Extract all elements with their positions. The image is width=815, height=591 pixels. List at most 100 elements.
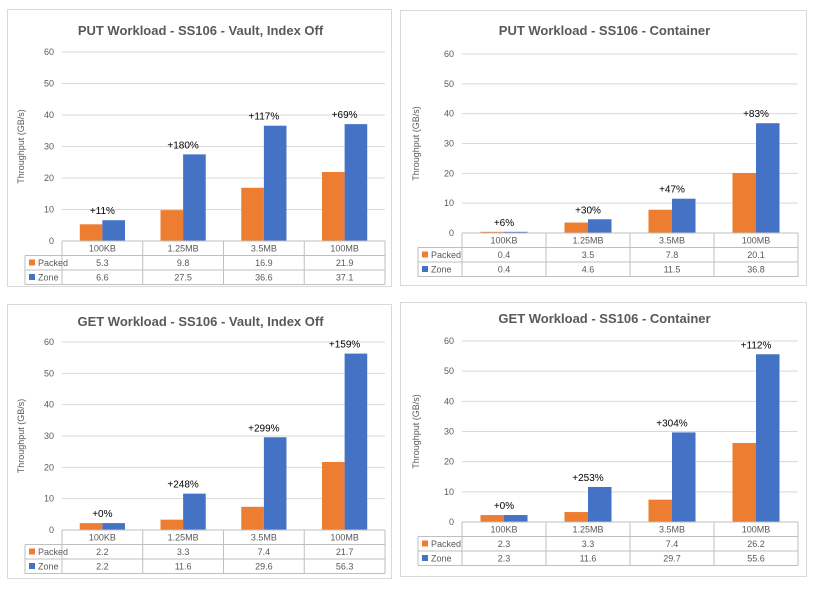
bar-zone xyxy=(672,198,696,233)
table-cell: 55.6 xyxy=(747,554,765,564)
pct-annotation: +248% xyxy=(167,480,199,491)
table-cell: 11.6 xyxy=(580,554,597,564)
table-cell: 20.1 xyxy=(747,250,765,260)
chart-get-container-svg: GET Workload - SS106 - Container 0 10 20 30 4… xyxy=(411,311,799,566)
y-axis-label: Throughput (GB/s) xyxy=(411,394,421,469)
bar-packed xyxy=(564,222,588,233)
legend-label: Zone xyxy=(431,554,452,564)
x-category-label: 100KB xyxy=(89,533,116,543)
pct-annotation: +47% xyxy=(659,185,685,196)
chart-title: GET Workload - SS106 - Container xyxy=(498,311,710,326)
pct-annotation: +117% xyxy=(249,112,280,123)
y-tick-label: 50 xyxy=(444,79,454,89)
pct-annotation: +304% xyxy=(656,418,688,429)
bar-packed xyxy=(79,224,103,241)
table-cell: 3.3 xyxy=(177,547,190,557)
legend-key-packed xyxy=(422,540,428,547)
bar-zone xyxy=(183,493,206,530)
legend-label: Zone xyxy=(38,562,59,572)
table-cell: 36.8 xyxy=(747,265,765,275)
table-cell: 2.2 xyxy=(96,562,109,572)
x-category-label: 3.5MB xyxy=(251,533,277,543)
table-cell: 27.5 xyxy=(174,273,192,283)
bar-packed xyxy=(241,506,264,530)
y-tick-label: 50 xyxy=(44,368,54,378)
bar-packed xyxy=(480,231,504,233)
x-category-label: 100KB xyxy=(490,525,517,535)
y-tick-label: 10 xyxy=(444,198,454,208)
table-cell: 9.8 xyxy=(177,258,190,268)
bar-packed xyxy=(732,442,756,522)
bar-zone xyxy=(102,220,125,241)
y-tick-label: 50 xyxy=(44,79,54,89)
table-cell: 3.3 xyxy=(582,539,595,549)
table-cell: 29.7 xyxy=(663,554,681,564)
bar-zone xyxy=(263,437,287,530)
x-category-label: 100MB xyxy=(742,236,771,246)
pct-annotation: +6% xyxy=(494,218,514,229)
table-cell: 29.6 xyxy=(255,562,273,572)
pct-annotation: +180% xyxy=(167,140,199,151)
legend-key-zone xyxy=(422,266,428,272)
y-tick-label: 20 xyxy=(444,457,454,467)
y-tick-label: 10 xyxy=(44,205,54,215)
bar-packed xyxy=(648,499,672,522)
table-cell: 21.7 xyxy=(336,547,354,557)
legend-key-zone xyxy=(29,563,35,569)
chart-get-vault: GET Workload - SS106 - Vault, Index Off 0… xyxy=(7,304,392,579)
y-tick-label: 20 xyxy=(44,462,54,472)
y-axis-label: Throughput (GB/s) xyxy=(16,109,26,184)
bar-packed xyxy=(322,172,345,241)
legend-key-packed xyxy=(29,259,35,266)
pct-annotation: +159% xyxy=(329,340,361,351)
bar-zone xyxy=(756,354,780,522)
chart-put-container-svg: PUT Workload - SS106 - Container 0 10 20 30 4… xyxy=(411,23,799,277)
y-axis-label: Throughput (GB/s) xyxy=(411,106,421,181)
bar-packed xyxy=(160,210,184,241)
chart-title: GET Workload - SS106 - Vault, Index Off xyxy=(77,314,324,329)
bar-zone xyxy=(344,353,368,530)
y-tick-label: 40 xyxy=(44,400,54,410)
y-tick-label: 40 xyxy=(444,109,454,119)
chart-title: PUT Workload - SS106 - Container xyxy=(499,23,710,38)
legend-label: Zone xyxy=(38,273,59,283)
bar-zone xyxy=(504,231,528,233)
table-cell: 0.4 xyxy=(498,265,511,275)
legend-label: Packed xyxy=(38,258,68,268)
y-tick-label: 30 xyxy=(44,142,54,152)
y-axis-label: Throughput (GB/s) xyxy=(16,399,26,474)
y-tick-label: 30 xyxy=(444,427,454,437)
x-category-label: 100KB xyxy=(490,236,517,246)
legend-key-packed xyxy=(29,548,35,555)
pct-annotation: +11% xyxy=(90,206,115,217)
bar-zone xyxy=(588,487,612,522)
y-tick-label: 60 xyxy=(44,337,54,347)
bar-zone xyxy=(263,125,287,241)
table-cell: 7.4 xyxy=(666,539,679,549)
y-tick-label: 40 xyxy=(444,396,454,406)
chart-title: PUT Workload - SS106 - Vault, Index Off xyxy=(78,23,324,38)
table-cell: 56.3 xyxy=(336,562,354,572)
y-tick-label: 60 xyxy=(444,336,454,346)
x-category-label: 100MB xyxy=(330,533,359,543)
y-tick-label: 60 xyxy=(44,47,54,57)
legend-label: Packed xyxy=(38,547,68,557)
bar-zone xyxy=(183,154,206,241)
bar-packed xyxy=(648,209,672,233)
chart-put-vault: PUT Workload - SS106 - Vault, Index Off 0… xyxy=(7,9,392,287)
table-cell: 2.3 xyxy=(498,539,511,549)
x-category-label: 1.25MB xyxy=(168,533,199,543)
y-tick-label: 20 xyxy=(44,173,54,183)
x-category-label: 1.25MB xyxy=(572,236,603,246)
y-tick-label: 50 xyxy=(444,366,454,376)
table-cell: 26.2 xyxy=(747,539,765,549)
table-cell: 7.4 xyxy=(258,547,271,557)
table-cell: 2.2 xyxy=(96,547,109,557)
y-tick-label: 0 xyxy=(49,236,54,246)
y-tick-label: 20 xyxy=(444,168,454,178)
bar-packed xyxy=(480,515,504,522)
y-tick-label: 0 xyxy=(449,228,454,238)
x-category-label: 1.25MB xyxy=(168,244,199,254)
x-category-label: 3.5MB xyxy=(251,244,277,254)
bar-zone xyxy=(588,219,612,233)
